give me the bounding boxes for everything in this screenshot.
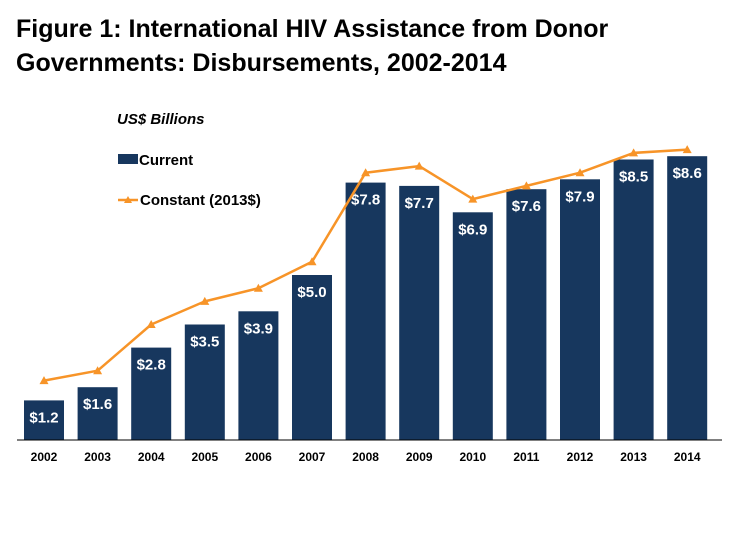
legend: Current Constant (2013$): [118, 152, 261, 209]
bar-2002: [24, 400, 64, 440]
bar-2004: [131, 347, 172, 440]
bar-2011: [506, 189, 547, 440]
line-marker-2011: [521, 181, 531, 190]
line-marker-2013: [629, 148, 639, 157]
bar-label-2014: $8.6: [673, 165, 702, 182]
bar-label-2009: $7.7: [405, 195, 434, 212]
chart-title: Figure 1: International HIV Assistance f…: [16, 12, 716, 80]
bar-2007: [292, 275, 332, 440]
line-marker-2014: [682, 145, 692, 154]
unit-label: US$ Billions: [117, 111, 205, 128]
bars-layer: $1.2 $1.6 $2.8 $3.5 $3.9 $5.0 $7.8 $7.7 $6.9 $7.6…: [24, 156, 708, 441]
bar-2005: [184, 324, 225, 440]
bar-2009: [399, 185, 440, 440]
legend-label-constant: Constant (2013$): [140, 192, 261, 209]
x-tick-2005: 2005: [191, 450, 218, 464]
line-marker-2005: [200, 296, 210, 305]
x-tick-2002: 2002: [31, 450, 58, 464]
line-marker-2009: [414, 161, 424, 170]
x-tick-2007: 2007: [299, 450, 326, 464]
line-layer: [39, 145, 692, 385]
x-tick-2014: 2014: [674, 450, 701, 464]
x-tick-2013: 2013: [620, 450, 647, 464]
line-marker-2010: [468, 194, 478, 203]
bar-2006: [238, 311, 279, 440]
x-tick-2011: 2011: [513, 450, 539, 464]
legend-label-current: Current: [139, 152, 193, 169]
legend-swatch-current: [118, 154, 138, 164]
bar-label-2010: $6.9: [458, 221, 487, 238]
bar-2014: [667, 156, 708, 440]
x-tick-2010: 2010: [459, 450, 486, 464]
line-marker-2012: [575, 168, 585, 177]
bar-label-2013: $8.5: [619, 169, 648, 186]
bar-label-2006: $3.9: [244, 320, 273, 337]
bar-label-2003: $1.6: [83, 396, 112, 413]
line-marker-2007: [307, 257, 317, 266]
x-tick-2008: 2008: [352, 450, 379, 464]
bar-label-2012: $7.9: [565, 188, 594, 205]
bar-2010: [452, 212, 493, 440]
bar-label-2008: $7.8: [351, 192, 380, 209]
title-line-1: Figure 1: International HIV Assistance f…: [16, 15, 609, 43]
title-line-2: Governments: Disbursements, 2002-2014: [16, 49, 507, 77]
bar-2003: [77, 387, 118, 440]
bar-label-2004: $2.8: [137, 357, 166, 374]
x-tick-2004: 2004: [138, 450, 165, 464]
bar-label-2011: $7.6: [512, 198, 541, 215]
legend-swatch-constant-marker: [124, 196, 132, 203]
bar-label-2005: $3.5: [190, 334, 219, 351]
x-tick-2012: 2012: [567, 450, 594, 464]
line-marker-2006: [253, 283, 263, 292]
x-tick-2003: 2003: [84, 450, 111, 464]
line-marker-2008: [361, 168, 371, 177]
line-marker-2002: [39, 376, 49, 385]
bar-2008: [345, 182, 386, 440]
bar-label-2002: $1.2: [29, 409, 58, 426]
bar-2013: [613, 159, 654, 440]
line-marker-2003: [93, 366, 103, 375]
bar-2012: [560, 179, 600, 441]
x-tick-2009: 2009: [406, 450, 433, 464]
line-marker-2004: [146, 320, 156, 328]
bar-label-2007: $5.0: [297, 284, 326, 301]
ticks-layer: 2002 2003 2004 2005 2006 2007 2008 2009 2010 2011…: [31, 450, 701, 464]
x-tick-2006: 2006: [245, 450, 272, 464]
